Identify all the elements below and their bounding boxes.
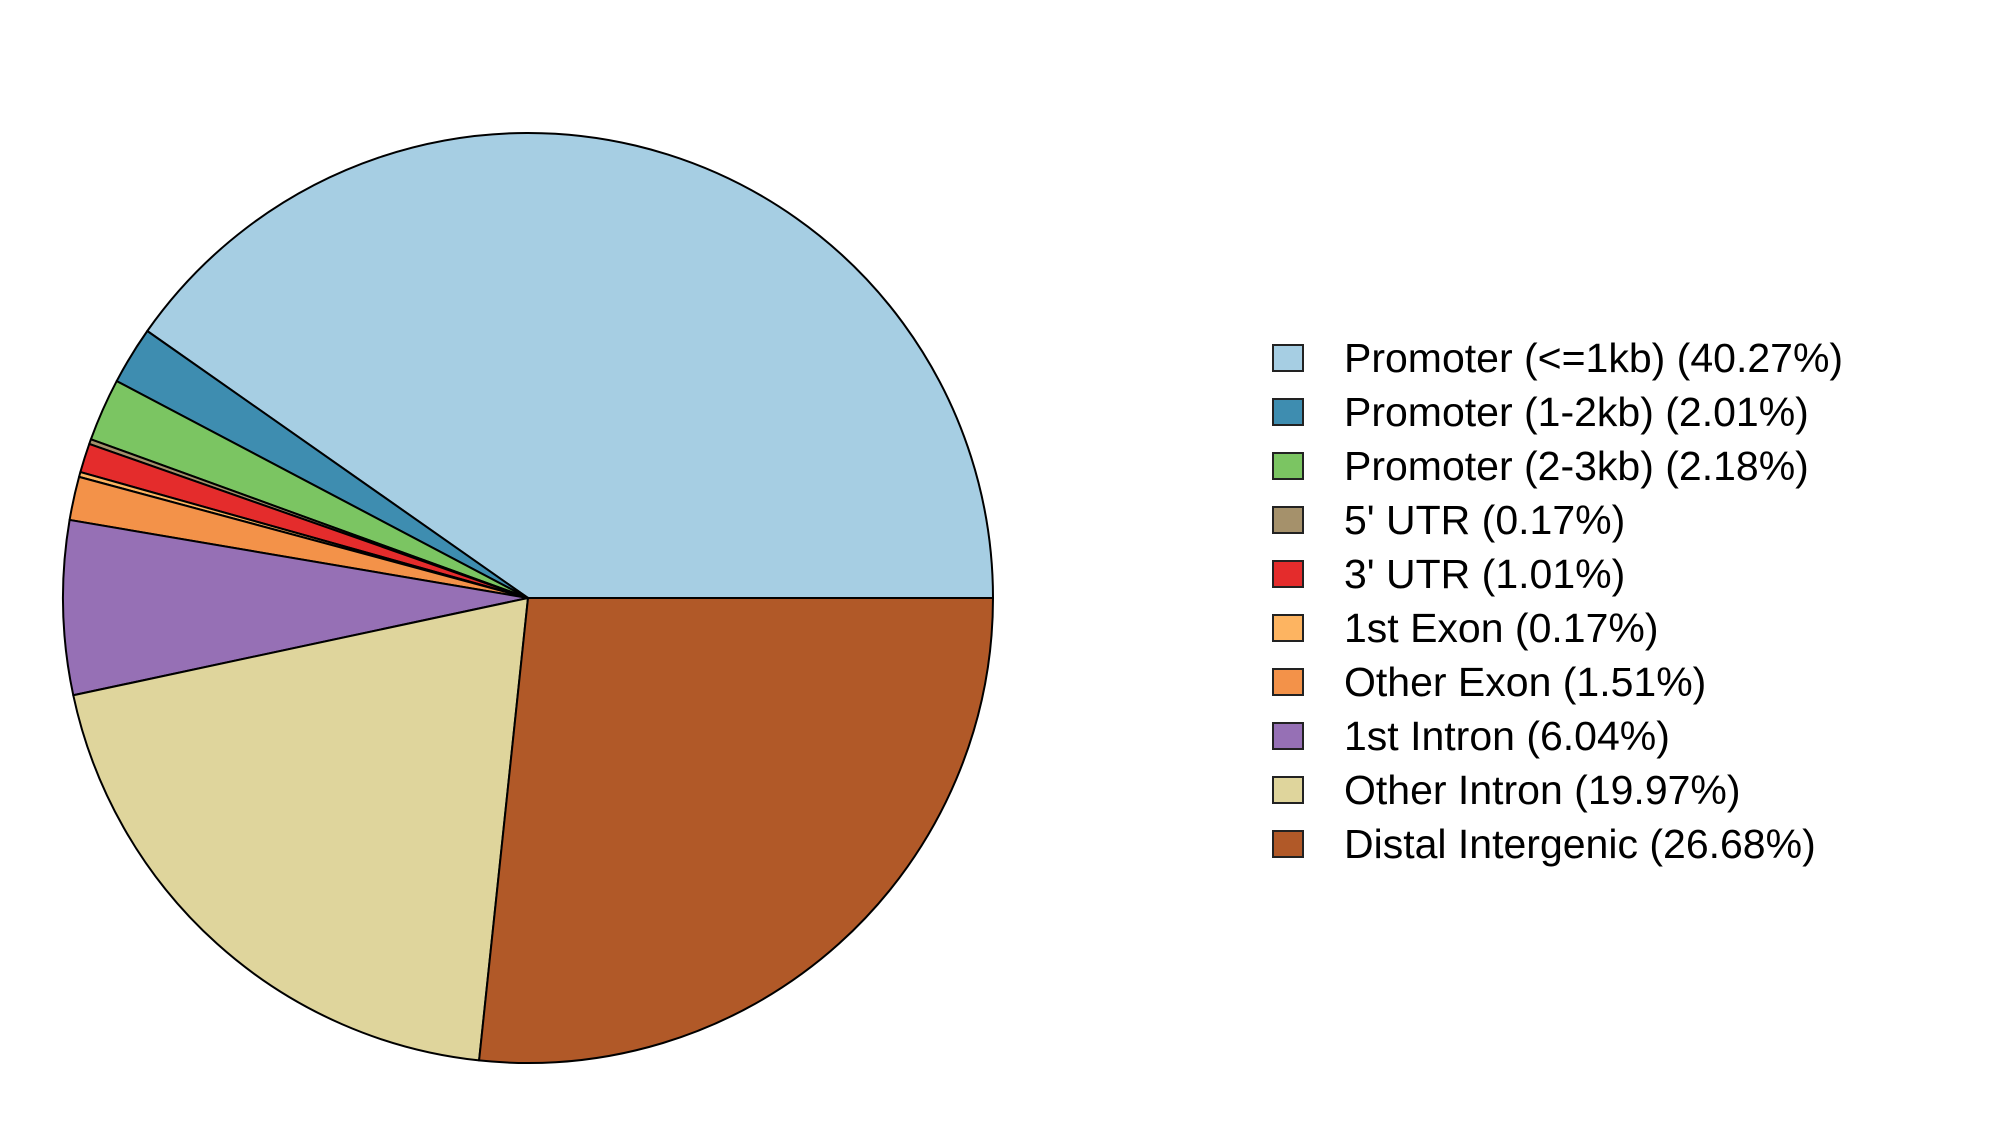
legend-item: 5' UTR (0.17%) bbox=[1272, 493, 1843, 547]
legend-swatch bbox=[1272, 398, 1304, 426]
pie-slice-9 bbox=[478, 597, 994, 1064]
legend-swatch bbox=[1272, 776, 1304, 804]
legend-label: Distal Intergenic (26.68%) bbox=[1344, 820, 1816, 867]
legend-swatch bbox=[1272, 560, 1304, 588]
legend-swatch bbox=[1272, 614, 1304, 642]
legend-item: Other Intron (19.97%) bbox=[1272, 763, 1843, 817]
pie-slice-7 bbox=[62, 518, 529, 697]
legend-label: 3' UTR (1.01%) bbox=[1344, 550, 1626, 597]
legend-label: Promoter (1-2kb) (2.01%) bbox=[1344, 388, 1809, 435]
pie-slice-0 bbox=[146, 131, 994, 599]
legend-item: Distal Intergenic (26.68%) bbox=[1272, 817, 1843, 871]
pie-chart bbox=[62, 131, 994, 1064]
legend-swatch bbox=[1272, 722, 1304, 750]
legend-label: 1st Exon (0.17%) bbox=[1344, 604, 1659, 651]
legend-swatch bbox=[1272, 452, 1304, 480]
legend-item: Promoter (2-3kb) (2.18%) bbox=[1272, 439, 1843, 493]
legend-swatch bbox=[1272, 344, 1304, 372]
legend-item: 3' UTR (1.01%) bbox=[1272, 547, 1843, 601]
legend-label: Promoter (<=1kb) (40.27%) bbox=[1344, 334, 1844, 381]
legend: Promoter (<=1kb) (40.27%) Promoter (1-2kb… bbox=[1272, 331, 1843, 871]
legend-label: 1st Intron (6.04%) bbox=[1344, 712, 1670, 759]
pie-slice-8 bbox=[72, 597, 529, 1062]
legend-item: Promoter (<=1kb) (40.27%) bbox=[1272, 331, 1843, 385]
legend-swatch bbox=[1272, 830, 1304, 858]
legend-swatch bbox=[1272, 668, 1304, 696]
legend-label: 5' UTR (0.17%) bbox=[1344, 496, 1626, 543]
legend-item: Other Exon (1.51%) bbox=[1272, 655, 1843, 709]
legend-label: Promoter (2-3kb) (2.18%) bbox=[1344, 442, 1809, 489]
legend-swatch bbox=[1272, 506, 1304, 534]
legend-item: 1st Intron (6.04%) bbox=[1272, 709, 1843, 763]
legend-item: 1st Exon (0.17%) bbox=[1272, 601, 1843, 655]
legend-item: Promoter (1-2kb) (2.01%) bbox=[1272, 385, 1843, 439]
legend-label: Other Exon (1.51%) bbox=[1344, 658, 1707, 705]
legend-label: Other Intron (19.97%) bbox=[1344, 766, 1741, 813]
